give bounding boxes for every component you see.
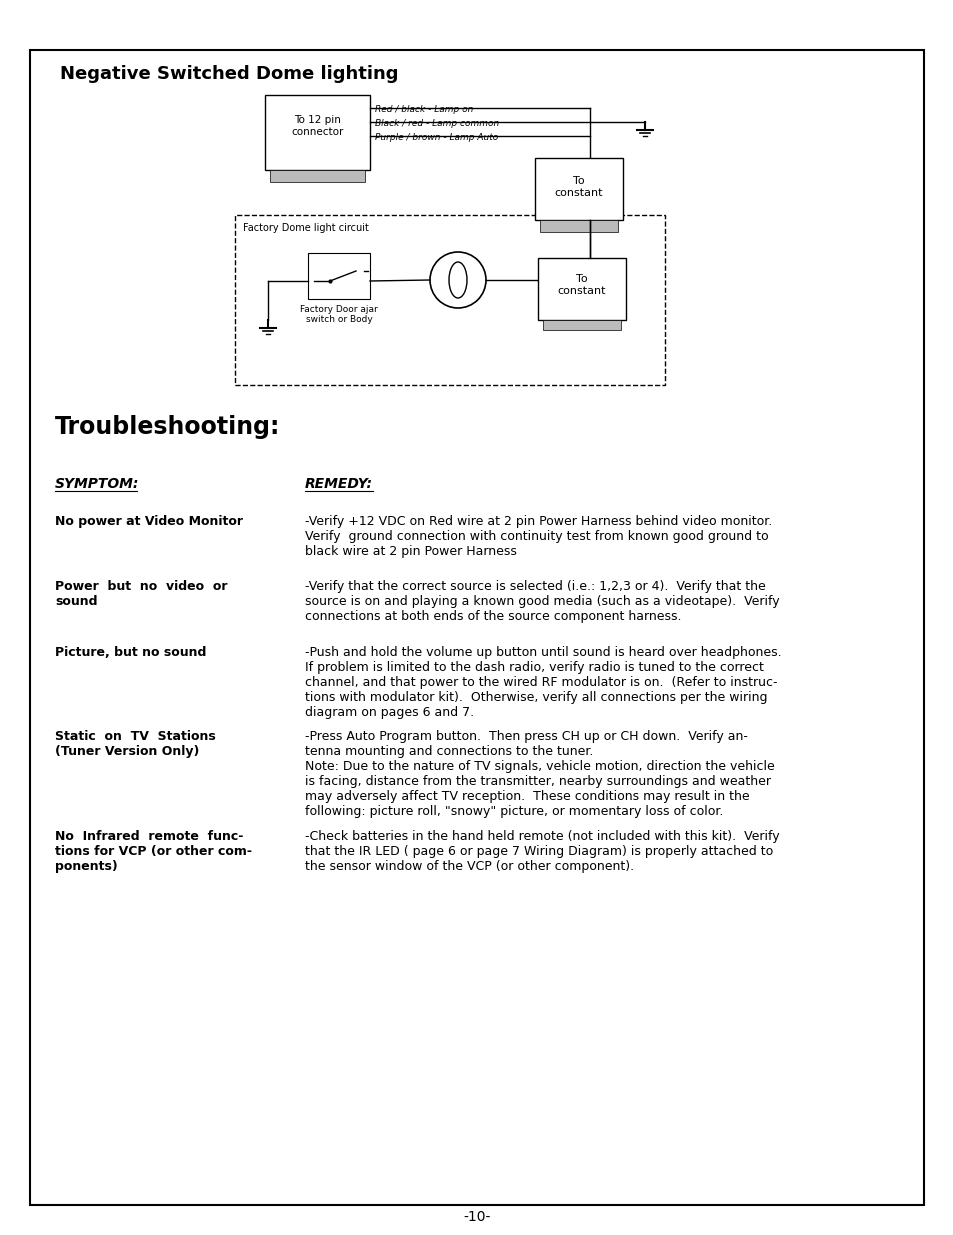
Bar: [539, 220, 618, 232]
Bar: [542, 320, 620, 330]
Text: Red / black - Lamp on: Red / black - Lamp on: [375, 105, 473, 114]
Text: -Verify that the correct source is selected (i.e.: 1,2,3 or 4).  Verify that the: -Verify that the correct source is selec…: [305, 580, 779, 622]
Text: Negative Switched Dome lighting: Negative Switched Dome lighting: [60, 65, 398, 83]
Bar: [537, 258, 625, 320]
Text: REMEDY:: REMEDY:: [305, 477, 373, 492]
Text: -Check batteries in the hand held remote (not included with this kit).  Verify
t: -Check batteries in the hand held remote…: [305, 830, 779, 873]
Text: Black / red - Lamp common: Black / red - Lamp common: [375, 119, 498, 128]
Bar: [234, 215, 664, 385]
Text: Static  on  TV  Stations
(Tuner Version Only): Static on TV Stations (Tuner Version Onl…: [55, 730, 215, 758]
Text: Factory Door ajar
switch or Body: Factory Door ajar switch or Body: [300, 305, 377, 325]
Text: To
constant: To constant: [558, 274, 605, 295]
Bar: [535, 158, 622, 220]
Bar: [308, 253, 370, 299]
Text: To
constant: To constant: [554, 177, 602, 198]
Text: Purple / brown - Lamp Auto: Purple / brown - Lamp Auto: [375, 133, 497, 142]
Text: -Push and hold the volume up button until sound is heard over headphones.
If pro: -Push and hold the volume up button unti…: [305, 646, 781, 719]
Text: -Press Auto Program button.  Then press CH up or CH down.  Verify an-
tenna moun: -Press Auto Program button. Then press C…: [305, 730, 774, 818]
Text: -10-: -10-: [463, 1210, 490, 1224]
Text: To 12 pin
connector: To 12 pin connector: [291, 115, 343, 137]
Text: Power  but  no  video  or
sound: Power but no video or sound: [55, 580, 227, 608]
Bar: [265, 95, 370, 170]
Bar: [270, 170, 365, 182]
Text: Picture, but no sound: Picture, but no sound: [55, 646, 206, 659]
Text: Factory Dome light circuit: Factory Dome light circuit: [243, 224, 369, 233]
Text: -Verify +12 VDC on Red wire at 2 pin Power Harness behind video monitor.
Verify : -Verify +12 VDC on Red wire at 2 pin Pow…: [305, 515, 771, 558]
Text: Troubleshooting:: Troubleshooting:: [55, 415, 280, 438]
Text: No  Infrared  remote  func-
tions for VCP (or other com-
ponents): No Infrared remote func- tions for VCP (…: [55, 830, 252, 873]
Text: SYMPTOM:: SYMPTOM:: [55, 477, 139, 492]
Text: No power at Video Monitor: No power at Video Monitor: [55, 515, 243, 529]
